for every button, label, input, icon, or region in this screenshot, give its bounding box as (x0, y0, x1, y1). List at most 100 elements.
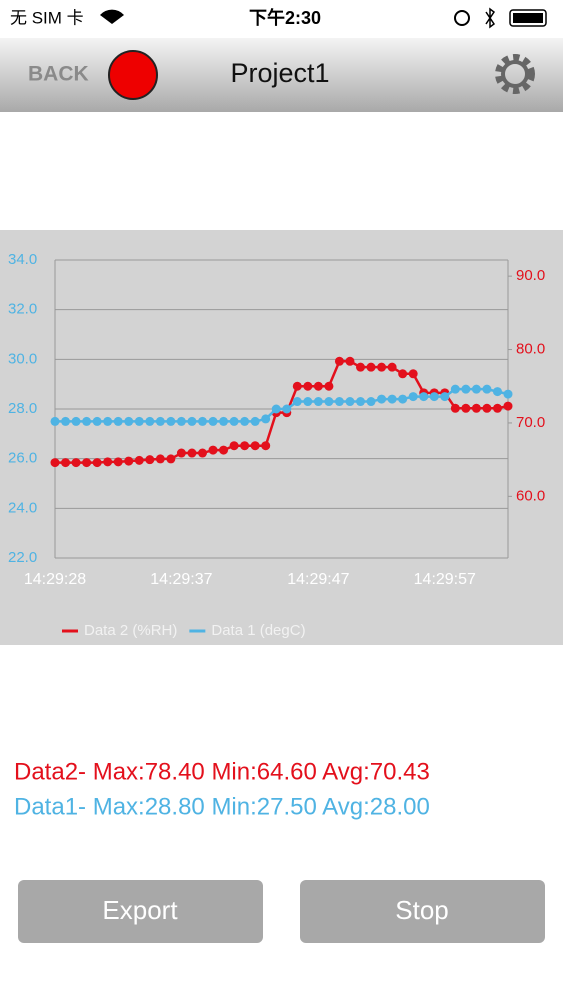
stats-line: Data1- Max:28.80 Min:27.50 Avg:28.00 (14, 793, 430, 820)
data-point (492, 403, 502, 413)
x-tick-label: 14:29:28 (24, 571, 86, 588)
data-point (377, 362, 387, 372)
y-tick-label: 24.0 (8, 499, 37, 516)
data-point (356, 397, 366, 407)
data-point (176, 416, 186, 426)
data-point (71, 458, 81, 468)
data-point (324, 397, 334, 407)
data-point (503, 401, 513, 411)
y-tick-label: 30.0 (8, 350, 37, 367)
data-point (261, 414, 271, 424)
data-point (71, 416, 81, 426)
data-point (292, 381, 302, 391)
data-point (366, 397, 376, 407)
data-point (92, 458, 102, 468)
data-point (82, 416, 92, 426)
data-point (482, 384, 492, 394)
battery (509, 9, 547, 27)
data-point (155, 454, 165, 464)
data-point (471, 384, 481, 394)
data-point (134, 416, 144, 426)
carrier: 无 SIM 卡 (10, 8, 84, 27)
data-point (387, 394, 397, 404)
data-point (82, 458, 92, 468)
data-point (271, 404, 281, 414)
data-point (461, 403, 471, 413)
data-point (50, 458, 60, 468)
data-point (345, 356, 355, 366)
chart-background (0, 230, 563, 645)
nav-title: Project1 (230, 58, 329, 88)
y-tick-label: 34.0 (8, 251, 37, 268)
record-indicator (108, 50, 158, 100)
data-point (398, 394, 408, 404)
data-point (313, 381, 323, 391)
data-point (429, 392, 439, 402)
data-point (187, 448, 197, 458)
data-point (440, 392, 450, 402)
data-point (219, 445, 229, 455)
settings-button[interactable] (495, 54, 535, 94)
legend-label: Data 2 (%RH) (84, 622, 177, 639)
data-point (408, 369, 418, 379)
data-point (187, 416, 197, 426)
data-point (92, 416, 102, 426)
data-point (387, 362, 397, 372)
y-tick-label: 32.0 (8, 301, 37, 318)
bluetooth-icon (485, 7, 496, 29)
data-point (482, 403, 492, 413)
x-tick-label: 14:29:47 (287, 571, 349, 588)
data-point (113, 457, 123, 467)
battery-level (513, 13, 543, 23)
data-point (303, 397, 313, 407)
y2-tick-label: 60.0 (516, 487, 545, 504)
data-point (366, 362, 376, 372)
y-tick-label: 26.0 (8, 450, 37, 467)
data-point (50, 416, 60, 426)
data-point (292, 397, 302, 407)
data-point (461, 384, 471, 394)
data-point (503, 389, 513, 399)
data-point (240, 441, 250, 451)
clock: 下午2:30 (249, 7, 321, 28)
data-point (450, 403, 460, 413)
x-tick-label: 14:29:37 (150, 571, 212, 588)
data-point (240, 416, 250, 426)
stop-button[interactable] (300, 880, 545, 943)
data-point (124, 456, 134, 466)
data-point (356, 362, 366, 372)
data-point (134, 455, 144, 465)
data-point (324, 381, 334, 391)
stats-line: Data2- Max:78.40 Min:64.60 Avg:70.43 (14, 758, 430, 785)
data-point (419, 392, 429, 402)
y2-tick-label: 80.0 (516, 341, 545, 358)
export-label[interactable]: Export (102, 895, 178, 925)
data-point (61, 416, 71, 426)
data-point (197, 448, 207, 458)
data-point (176, 448, 186, 458)
back-button[interactable]: BACK (28, 63, 89, 86)
data-point (450, 384, 460, 394)
data-point (408, 392, 418, 402)
data-point (282, 404, 292, 414)
data-point (471, 403, 481, 413)
wifi-icon (100, 9, 124, 24)
data-point (124, 416, 134, 426)
data-point (208, 416, 218, 426)
data-point (229, 441, 239, 451)
data-point (250, 441, 260, 451)
data-point (261, 441, 271, 451)
data-point (166, 416, 176, 426)
data-point (377, 394, 387, 404)
data-point (113, 416, 123, 426)
data-point (166, 454, 176, 464)
data-point (229, 416, 239, 426)
legend-label: Data 1 (degC) (211, 622, 305, 639)
y-tick-label: 28.0 (8, 400, 37, 417)
data-point (197, 416, 207, 426)
data-point (103, 416, 113, 426)
stop-label[interactable]: Stop (395, 895, 449, 925)
export-button[interactable] (18, 880, 263, 943)
